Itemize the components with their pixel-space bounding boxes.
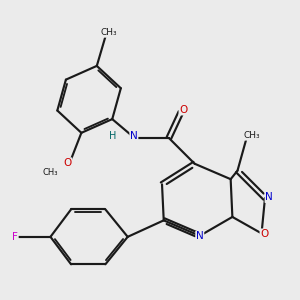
Text: CH₃: CH₃	[244, 131, 261, 140]
Text: N: N	[130, 131, 138, 141]
Text: H: H	[109, 131, 117, 141]
Text: CH₃: CH₃	[100, 28, 117, 37]
Text: O: O	[179, 105, 188, 115]
Text: CH₃: CH₃	[43, 168, 58, 177]
Text: N: N	[265, 192, 273, 203]
Text: O: O	[64, 158, 72, 168]
Text: N: N	[196, 232, 204, 242]
Text: F: F	[12, 232, 18, 242]
Text: O: O	[260, 229, 269, 239]
